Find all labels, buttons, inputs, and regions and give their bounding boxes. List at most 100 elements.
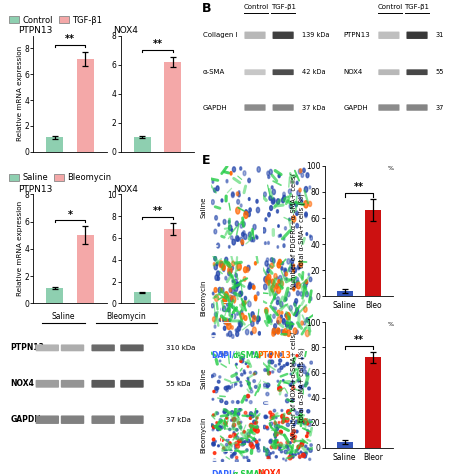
Circle shape <box>273 328 275 333</box>
Circle shape <box>223 268 225 272</box>
Circle shape <box>215 389 218 393</box>
Text: 139 kDa: 139 kDa <box>302 32 329 38</box>
Circle shape <box>285 321 289 327</box>
Circle shape <box>279 275 282 281</box>
Circle shape <box>283 365 285 367</box>
Circle shape <box>279 442 283 446</box>
Circle shape <box>305 280 308 284</box>
Circle shape <box>216 387 219 390</box>
Circle shape <box>295 420 298 424</box>
Circle shape <box>227 322 231 329</box>
Circle shape <box>271 199 274 204</box>
Circle shape <box>244 296 246 300</box>
Circle shape <box>306 282 308 284</box>
Text: Bleomycin: Bleomycin <box>200 417 206 453</box>
Circle shape <box>237 409 241 412</box>
Circle shape <box>231 288 234 293</box>
Circle shape <box>237 378 239 381</box>
Text: **: ** <box>153 39 163 49</box>
Circle shape <box>268 457 271 460</box>
Bar <box>164 229 182 303</box>
Circle shape <box>306 173 309 178</box>
Circle shape <box>274 434 276 436</box>
Circle shape <box>266 426 268 428</box>
Circle shape <box>223 326 226 330</box>
Circle shape <box>272 331 275 336</box>
Circle shape <box>281 450 283 453</box>
Circle shape <box>274 424 277 428</box>
Circle shape <box>285 272 288 276</box>
Circle shape <box>291 420 292 422</box>
Circle shape <box>264 192 266 197</box>
Circle shape <box>291 259 293 264</box>
Circle shape <box>276 301 279 305</box>
Circle shape <box>267 372 271 375</box>
Circle shape <box>216 412 219 415</box>
Circle shape <box>231 326 233 329</box>
Circle shape <box>246 456 248 459</box>
Circle shape <box>255 262 256 265</box>
Circle shape <box>219 319 221 321</box>
Circle shape <box>255 297 256 301</box>
Circle shape <box>270 356 272 358</box>
Circle shape <box>213 374 216 377</box>
Circle shape <box>219 419 222 421</box>
Circle shape <box>289 442 291 444</box>
Circle shape <box>277 277 278 279</box>
Circle shape <box>267 456 270 459</box>
Circle shape <box>277 424 280 428</box>
Circle shape <box>276 286 281 293</box>
Circle shape <box>220 351 223 354</box>
Circle shape <box>256 316 260 322</box>
Text: PTPN13: PTPN13 <box>10 343 44 352</box>
Circle shape <box>281 329 283 333</box>
Circle shape <box>266 369 268 371</box>
Circle shape <box>229 269 232 274</box>
Circle shape <box>215 387 218 390</box>
Circle shape <box>214 325 216 328</box>
Text: 310 kDa: 310 kDa <box>166 345 196 351</box>
Text: NOX4: NOX4 <box>257 470 281 474</box>
Y-axis label: Relative mRNA expression: Relative mRNA expression <box>17 201 23 296</box>
Circle shape <box>225 257 228 262</box>
Circle shape <box>244 234 247 239</box>
Circle shape <box>235 286 237 292</box>
Circle shape <box>299 455 301 458</box>
Circle shape <box>276 330 278 333</box>
Circle shape <box>240 313 244 319</box>
Circle shape <box>232 239 236 245</box>
Circle shape <box>244 316 247 320</box>
Circle shape <box>224 409 227 413</box>
Circle shape <box>281 267 283 270</box>
Circle shape <box>294 301 297 306</box>
Circle shape <box>237 282 239 287</box>
Circle shape <box>218 445 219 447</box>
Text: %: % <box>387 322 393 328</box>
Circle shape <box>301 420 304 423</box>
Circle shape <box>297 448 299 450</box>
Text: PTPN13: PTPN13 <box>18 26 53 35</box>
Circle shape <box>268 175 270 179</box>
Bar <box>365 357 381 448</box>
Circle shape <box>270 206 273 210</box>
Circle shape <box>240 292 243 295</box>
Circle shape <box>306 382 308 384</box>
Circle shape <box>251 321 254 327</box>
Circle shape <box>264 416 267 418</box>
Bar <box>221 381 233 394</box>
Circle shape <box>217 276 219 281</box>
Circle shape <box>264 284 267 290</box>
Circle shape <box>255 440 258 443</box>
Circle shape <box>246 329 249 335</box>
Text: **: ** <box>354 182 364 192</box>
Circle shape <box>222 354 224 356</box>
Circle shape <box>258 317 260 321</box>
Circle shape <box>266 383 270 387</box>
Text: α-SMA/: α-SMA/ <box>232 351 263 360</box>
Text: 55 kDa: 55 kDa <box>166 381 191 387</box>
Circle shape <box>294 454 296 456</box>
Circle shape <box>269 411 272 414</box>
Circle shape <box>296 181 298 184</box>
Text: 55: 55 <box>436 69 444 75</box>
Circle shape <box>251 283 254 288</box>
